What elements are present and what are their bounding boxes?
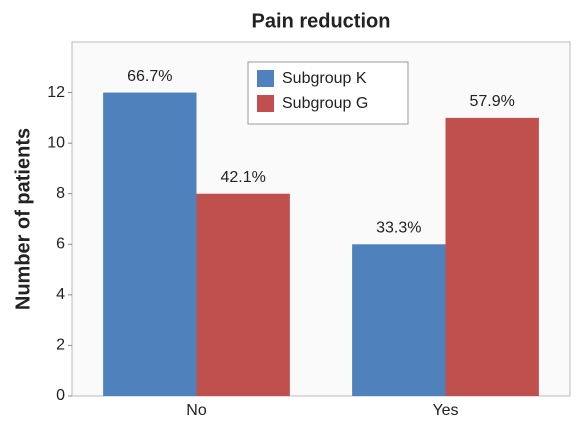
bar xyxy=(352,244,446,396)
chart-title: Pain reduction xyxy=(252,10,391,32)
legend-box xyxy=(247,61,409,125)
x-tick-label: Yes xyxy=(432,402,458,419)
y-tick-label: 10 xyxy=(47,134,65,151)
x-tick-label: No xyxy=(186,402,207,419)
y-tick-label: 8 xyxy=(56,185,65,202)
bar xyxy=(103,92,197,397)
data-label: 57.9% xyxy=(470,93,515,110)
legend-label: Subgroup G xyxy=(282,95,368,112)
bar xyxy=(196,193,290,396)
y-tick-label: 4 xyxy=(56,286,65,303)
y-tick-label: 6 xyxy=(56,236,65,253)
y-tick-label: 12 xyxy=(47,84,65,101)
legend-swatch xyxy=(257,95,274,112)
y-tick-label: 2 xyxy=(56,337,65,354)
legend-label: Subgroup K xyxy=(282,70,367,87)
y-axis-label: Number of patients xyxy=(12,128,34,310)
data-label: 42.1% xyxy=(221,169,266,186)
y-tick-label: 0 xyxy=(56,387,65,404)
data-label: 66.7% xyxy=(127,68,172,85)
legend-swatch xyxy=(257,70,274,87)
data-label: 33.3% xyxy=(376,220,421,237)
bar xyxy=(445,117,539,396)
